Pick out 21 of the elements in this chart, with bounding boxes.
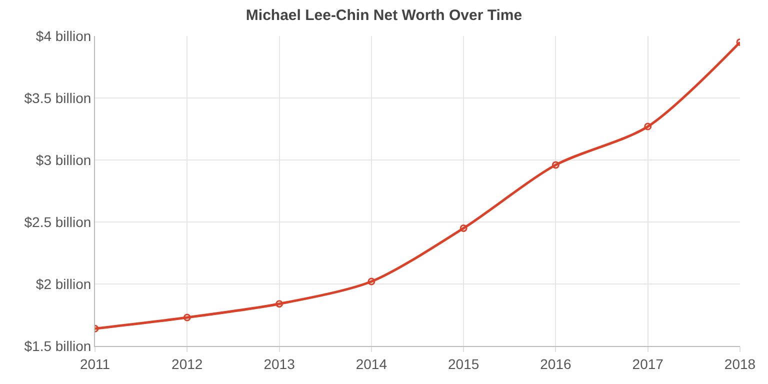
y-tick-label: $2.5 billion (24, 214, 92, 230)
x-tick-label: 2012 (172, 356, 203, 372)
y-tick-label: $4 billion (36, 28, 92, 44)
y-tick-label: $3.5 billion (24, 90, 92, 106)
point (460, 224, 468, 232)
x-tick-label: 2017 (632, 356, 664, 372)
x-tick-label: 2016 (540, 356, 572, 372)
point (552, 161, 560, 169)
chart-title: Michael Lee-Chin Net Worth Over Time (246, 7, 522, 24)
point (276, 300, 284, 308)
x-tick-label: 2011 (80, 356, 110, 372)
point (183, 314, 191, 322)
x-tick-label: 2018 (724, 356, 756, 372)
x-tick-label: 2014 (356, 356, 388, 372)
y-tick-label: $3 billion (36, 152, 92, 168)
point (368, 278, 376, 286)
x-tick-label: 2015 (448, 356, 480, 372)
y-tick-label: $1.5 billion (24, 338, 92, 354)
point (644, 122, 652, 130)
y-tick-label: $2 billion (36, 276, 92, 292)
x-tick-label: 2013 (264, 356, 296, 372)
